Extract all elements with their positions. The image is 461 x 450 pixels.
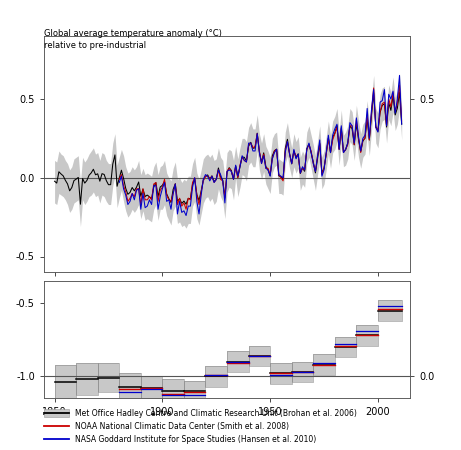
Bar — [227, 351, 248, 372]
Bar — [248, 346, 270, 366]
Bar — [98, 363, 119, 392]
Bar — [98, 363, 119, 392]
Bar — [313, 355, 335, 375]
Bar — [356, 325, 378, 346]
Bar — [76, 363, 98, 396]
Bar — [119, 374, 141, 400]
Bar — [335, 337, 356, 357]
Bar — [292, 362, 313, 382]
Bar — [227, 351, 248, 372]
Bar — [162, 379, 184, 403]
Bar — [54, 364, 76, 400]
Bar — [76, 363, 98, 396]
Bar — [270, 363, 292, 383]
Bar — [184, 381, 206, 401]
Bar — [119, 374, 141, 400]
Text: Met Office Hadley Centre and Climatic Research Unit (Brohan et al. 2006): Met Office Hadley Centre and Climatic Re… — [75, 409, 356, 418]
Bar — [206, 366, 227, 387]
Bar — [206, 366, 227, 387]
Bar — [184, 381, 206, 401]
Bar — [356, 325, 378, 346]
Bar — [141, 376, 162, 400]
Bar — [270, 363, 292, 383]
Text: Global average temperature anomaly (°C)
relative to pre-industrial: Global average temperature anomaly (°C) … — [44, 29, 222, 50]
Bar — [335, 337, 356, 357]
Bar — [54, 364, 76, 400]
Text: NASA Goddard Institute for Space Studies (Hansen et al. 2010): NASA Goddard Institute for Space Studies… — [75, 435, 316, 444]
Bar — [378, 300, 402, 321]
Bar — [292, 362, 313, 382]
Bar — [141, 376, 162, 400]
Bar — [313, 355, 335, 375]
Bar — [248, 346, 270, 366]
Text: NOAA National Climatic Data Center (Smith et al. 2008): NOAA National Climatic Data Center (Smit… — [75, 422, 289, 431]
Bar — [378, 300, 402, 321]
Bar — [162, 379, 184, 403]
